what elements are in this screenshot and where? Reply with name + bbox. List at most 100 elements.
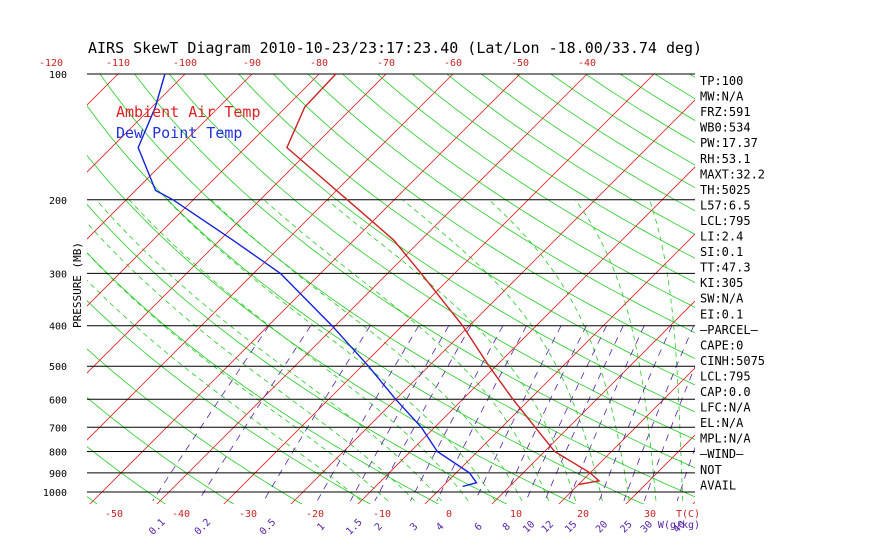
pressure-tick-label: 1000: [43, 488, 67, 499]
bottom-temp-tick-label: 10: [510, 509, 522, 520]
moist-adiabat: [488, 199, 630, 501]
index-entry: —PARCEL—: [700, 323, 759, 337]
index-entry: —WIND—: [700, 447, 744, 461]
mixing-ratio-line: [316, 325, 420, 502]
bottom-temp-tick-label: 20: [577, 509, 589, 520]
isotherm: [89, 74, 521, 504]
top-temp-tick-label: -110: [106, 58, 130, 69]
mixing-ratio-axis-label: W(g/kg): [658, 520, 700, 531]
index-entry: PW:17.37: [700, 136, 758, 150]
bottom-temp-tick-label: 30: [644, 509, 656, 520]
dry-adiabat: [87, 252, 440, 504]
mixing-ratio-line: [503, 325, 587, 502]
index-entry: MW:N/A: [700, 90, 744, 104]
dry-adiabat: [796, 0, 870, 506]
pressure-tick-label: 600: [49, 395, 67, 406]
isotherm: [558, 367, 695, 504]
isotherm: [223, 74, 655, 504]
index-entry: MPL:N/A: [700, 432, 751, 446]
dry-adiabat: [203, 74, 695, 413]
index-entry: LCL:795: [700, 369, 751, 383]
chart-title: AIRS SkewT Diagram 2010-10-23/23:17:23.4…: [88, 39, 702, 57]
mixing-ratio-tick-label: 10: [521, 519, 537, 535]
mixing-ratio-line: [544, 325, 624, 502]
dry-adiabat: [238, 74, 695, 386]
dry-adiabat: [134, 74, 695, 469]
y-axis-label: PRESSURE (MB): [71, 242, 84, 328]
moist-adiabat: [87, 279, 362, 502]
mixing-ratio-tick-label: 4: [434, 521, 446, 533]
mixing-ratio-line: [567, 325, 645, 502]
legend-entry: Dew Point Temp: [116, 124, 242, 142]
index-entry: CAP:0.0: [700, 385, 751, 399]
bottom-temp-tick-label: -50: [105, 509, 123, 520]
bottom-temp-tick-label: -40: [172, 509, 190, 520]
top-temp-tick-label: -90: [243, 58, 261, 69]
isotherm: [87, 74, 320, 307]
bottom-temp-tick-label: -30: [239, 509, 257, 520]
top-temp-tick-label: -120: [39, 58, 63, 69]
moist-adiabat: [95, 199, 442, 502]
pressure-tick-label: 500: [49, 362, 67, 373]
index-entry: LCL:795: [700, 214, 751, 228]
dewpoint-series-line: [137, 74, 478, 488]
mixing-ratio-line: [525, 325, 607, 502]
mixing-ratio-tick-label: 30: [639, 519, 655, 535]
index-entry: EL:N/A: [700, 416, 744, 430]
mixing-ratio-tick-label: 15: [563, 519, 579, 535]
mixing-ratio-line: [152, 325, 270, 502]
mixing-ratio-tick-label: 2: [373, 521, 385, 533]
top-temp-tick-label: -60: [444, 58, 462, 69]
index-entry: LI:2.4: [700, 230, 743, 244]
dry-adiabat: [646, 0, 870, 506]
dry-adiabat: [307, 74, 695, 334]
index-entry: CINH:5075: [700, 354, 765, 368]
isotherm: [825, 0, 870, 506]
isotherm: [625, 434, 695, 504]
moist-adiabat: [263, 199, 550, 502]
moist-adiabat: [575, 199, 657, 501]
dry-adiabat: [584, 74, 695, 144]
isotherm: [290, 99, 695, 504]
moist-adiabat: [402, 199, 603, 501]
index-entry: TH:5025: [700, 183, 751, 197]
index-entry: SW:N/A: [700, 292, 744, 306]
series-layer: [137, 74, 601, 488]
isotherm: [424, 233, 695, 504]
isotherm: [491, 300, 695, 504]
dry-adiabat: [766, 0, 870, 506]
isobar-layer: [87, 73, 695, 493]
top-temp-tick-label: -100: [173, 58, 197, 69]
index-entry: SI:0.1: [700, 245, 743, 259]
dry-adiabat: [654, 74, 695, 100]
index-entry: L57:6.5: [700, 198, 751, 212]
index-entry: FRZ:591: [700, 105, 751, 119]
dry-adiabat: [342, 74, 695, 308]
mixing-ratio-tick-label: 0.1: [147, 517, 168, 538]
moist-adiabat: [87, 252, 389, 502]
index-entry: EI:0.1: [700, 307, 743, 321]
bottom-temp-tick-label: 0: [446, 509, 452, 520]
mixing-ratio-line: [374, 325, 472, 502]
index-entry: MAXT:32.2: [700, 167, 765, 181]
isotherm: [87, 74, 387, 374]
dry-adiabat: [87, 397, 235, 504]
mixing-ratio-line: [410, 325, 504, 502]
legend-entry: Ambient Air Temp: [116, 103, 261, 121]
dry-adiabat: [272, 74, 695, 360]
mixing-ratio-line: [598, 325, 673, 502]
pressure-tick-label: 300: [49, 269, 67, 280]
index-entry: TT:47.3: [700, 261, 751, 275]
mixing-ratio-tick-label: 1: [315, 521, 327, 533]
index-entry: RH:53.1: [700, 152, 751, 166]
top-temp-tick-label: -80: [310, 58, 328, 69]
dry-adiabat: [736, 0, 870, 506]
dry-adiabat: [87, 105, 645, 504]
isotherm: [0, 0, 10, 506]
top-temp-tick-label: -50: [511, 58, 529, 69]
legend: Ambient Air Temp Dew Point Temp: [116, 103, 261, 142]
temperature-series-line: [286, 74, 601, 486]
top-temp-tick-label: -70: [377, 58, 395, 69]
pressure-tick-label: 900: [49, 469, 67, 480]
